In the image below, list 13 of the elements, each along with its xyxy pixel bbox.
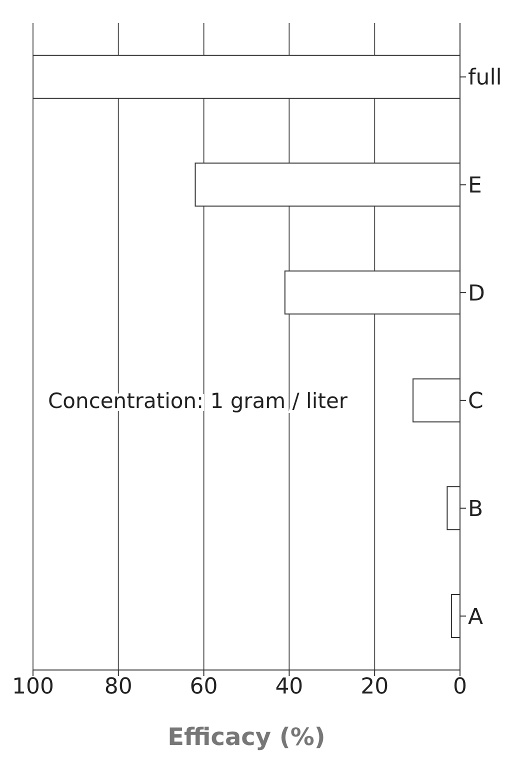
y-tick-label: A — [468, 604, 484, 630]
y-tick-label: C — [468, 389, 484, 414]
x-tick-label: 20 — [360, 674, 389, 700]
y-tick-label: E — [468, 174, 482, 199]
x-tick-label: 40 — [275, 674, 304, 700]
x-axis-title: Efficacy (%) — [168, 723, 326, 751]
x-tick-label: 0 — [453, 674, 467, 700]
y-tick-label: D — [468, 281, 485, 306]
x-tick-label: 80 — [104, 674, 132, 700]
x-tick-label: 100 — [12, 674, 54, 700]
y-tick-label: B — [468, 497, 484, 522]
y-tick-label: full — [468, 66, 502, 91]
x-tick-label: 60 — [190, 674, 218, 700]
